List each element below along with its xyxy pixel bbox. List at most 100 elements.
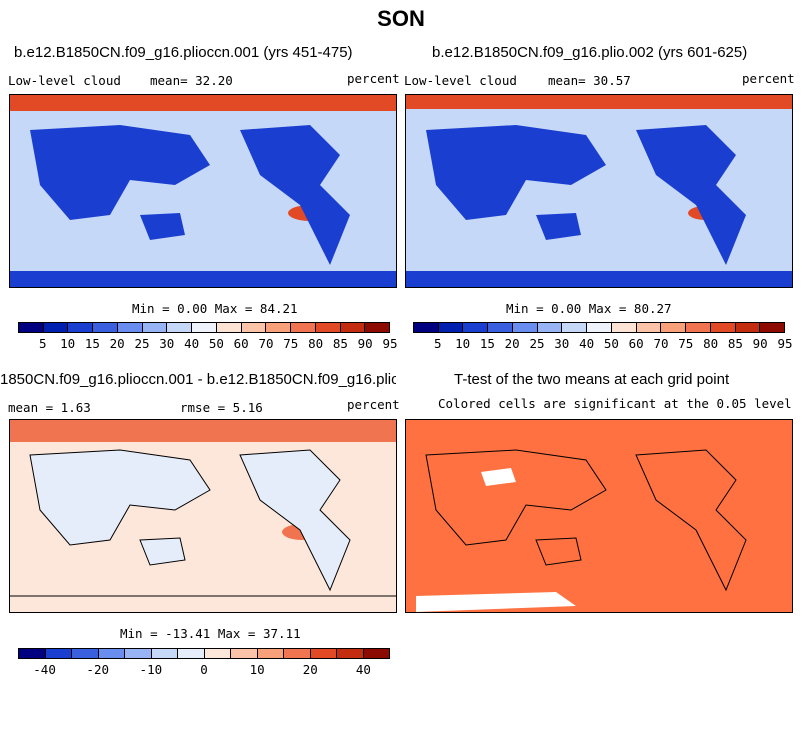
- colorbar-swatch-7: [192, 323, 217, 332]
- panel2-units: percent: [742, 71, 795, 86]
- colorbar-abs-right: [413, 322, 785, 333]
- non-significant-region: [481, 468, 516, 486]
- colorbar-swatch-9: [241, 323, 267, 332]
- panel1-variable-label: Low-level cloud: [8, 73, 121, 88]
- colorbar-tick-label: 5: [434, 336, 442, 351]
- colorbar-tick-label: 50: [208, 336, 224, 351]
- panel1-map: [9, 94, 397, 288]
- colorbar-swatch-8: [216, 323, 242, 332]
- panel4-subtitle: Colored cells are significant at the 0.0…: [438, 396, 792, 411]
- colorbar-swatch-8: [611, 323, 637, 332]
- panel2-mean: mean= 30.57: [548, 73, 631, 88]
- panel2-minmax: Min = 0.00 Max = 80.27: [506, 301, 672, 316]
- colorbar-swatch-4: [125, 649, 152, 658]
- colorbar-tick-label: 20: [302, 662, 318, 677]
- colorbar-swatch-7: [587, 323, 612, 332]
- colorbar-tick-label: 85: [332, 336, 348, 351]
- panel2-map-svg: [406, 95, 792, 287]
- colorbar-swatch-8: [231, 649, 258, 658]
- colorbar-swatch-6: [562, 323, 588, 332]
- colorbar-tick-label: -10: [139, 662, 163, 677]
- panel4-map-svg: [406, 420, 792, 612]
- colorbar-tick-label: 40: [579, 336, 595, 351]
- colorbar-tick-label: 60: [628, 336, 644, 351]
- panel1-units: percent: [347, 71, 400, 86]
- panel2-variable-label: Low-level cloud: [404, 73, 517, 88]
- panel3-minmax: Min = -13.41 Max = 37.11: [120, 626, 301, 641]
- colorbar-swatch-5: [142, 323, 168, 332]
- colorbar-swatch-1: [45, 649, 72, 658]
- panel3-map: [9, 419, 397, 613]
- north-polar-positive-band: [10, 420, 396, 442]
- colorbar-swatch-12: [337, 649, 364, 658]
- colorbar-swatch-11: [686, 323, 711, 332]
- colorbar-tick-label: 0: [200, 662, 208, 677]
- north-polar-band: [10, 95, 396, 111]
- colorbar-swatch-14: [760, 323, 785, 332]
- colorbar-tick-label: 25: [529, 336, 545, 351]
- colorbar-tick-label: 15: [84, 336, 100, 351]
- colorbar-abs-right-labels: 5 10 15 20 25 30 40 50 60 70 75 80 85 90 95: [413, 336, 793, 351]
- colorbar-tick-label: 70: [653, 336, 669, 351]
- colorbar-tick-label: -20: [86, 662, 109, 677]
- colorbar-tick-label: 10: [455, 336, 471, 351]
- colorbar-swatch-11: [291, 323, 316, 332]
- colorbar-swatch-7: [204, 649, 231, 658]
- panel2-title: b.e12.B1850CN.f09_g16.plio.002 (yrs 601-…: [432, 44, 748, 61]
- colorbar-tick-label: 15: [479, 336, 495, 351]
- colorbar-swatch-12: [710, 323, 736, 332]
- panel4-title: T-test of the two means at each grid poi…: [454, 371, 730, 388]
- colorbar-tick-label: 30: [159, 336, 175, 351]
- colorbar-tick-label: 20: [109, 336, 125, 351]
- significant-cells-fill: [406, 420, 792, 612]
- americas-outline: [239, 449, 351, 592]
- colorbar-swatch-1: [43, 323, 69, 332]
- figure-title: SON: [377, 6, 425, 31]
- colorbar-swatch-6: [167, 323, 193, 332]
- colorbar-abs-left: [18, 322, 390, 333]
- colorbar-swatch-4: [512, 323, 538, 332]
- panel1-mean: mean= 32.20: [150, 73, 233, 88]
- eurasia-africa-outline: [29, 449, 211, 546]
- colorbar-swatch-10: [266, 323, 292, 332]
- australia-outline: [535, 537, 582, 566]
- colorbar-swatch-11: [310, 649, 337, 658]
- colorbar-tick-label: 80: [308, 336, 324, 351]
- colorbar-swatch-5: [537, 323, 563, 332]
- panel3-rmse: rmse = 5.16: [180, 400, 263, 415]
- americas-landmass: [240, 125, 350, 265]
- panel3-title: 1850CN.f09_g16.plioccn.001 - b.e12.B1850…: [0, 371, 396, 388]
- colorbar-diff-labels: -40 -20 -10 0 10 20 40: [18, 662, 390, 677]
- colorbar-tick-label: 60: [233, 336, 249, 351]
- panel1-minmax: Min = 0.00 Max = 84.21: [132, 301, 298, 316]
- colorbar-tick-label: 85: [727, 336, 743, 351]
- colorbar-swatch-2: [463, 323, 489, 332]
- panel1-title: b.e12.B1850CN.f09_g16.plioccn.001 (yrs 4…: [14, 44, 353, 61]
- panel1-map-svg: [10, 95, 396, 287]
- colorbar-swatch-13: [340, 323, 366, 332]
- panel4-map: [405, 419, 793, 613]
- colorbar-swatch-0: [19, 323, 44, 332]
- colorbar-swatch-3: [488, 323, 513, 332]
- south-polar-band: [406, 271, 792, 287]
- colorbar-tick-label: 30: [554, 336, 570, 351]
- colorbar-swatch-14: [365, 323, 390, 332]
- colorbar-swatch-3: [98, 649, 125, 658]
- colorbar-swatch-2: [68, 323, 94, 332]
- colorbar-tick-label: 95: [777, 336, 793, 351]
- australia-landmass: [536, 213, 581, 240]
- americas-outline: [635, 449, 747, 592]
- eurasia-africa-landmass: [426, 125, 606, 220]
- colorbar-tick-label: 75: [283, 336, 299, 351]
- colorbar-swatch-10: [284, 649, 311, 658]
- colorbar-swatch-10: [661, 323, 687, 332]
- colorbar-swatch-9: [257, 649, 284, 658]
- colorbar-tick-label: 70: [258, 336, 274, 351]
- panel3-mean: mean = 1.63: [8, 400, 91, 415]
- panel3-units: percent: [347, 397, 400, 412]
- colorbar-tick-label: 90: [357, 336, 373, 351]
- panel3-map-svg: [10, 420, 396, 612]
- colorbar-swatch-3: [93, 323, 118, 332]
- south-polar-band: [10, 271, 396, 287]
- colorbar-swatch-13: [735, 323, 761, 332]
